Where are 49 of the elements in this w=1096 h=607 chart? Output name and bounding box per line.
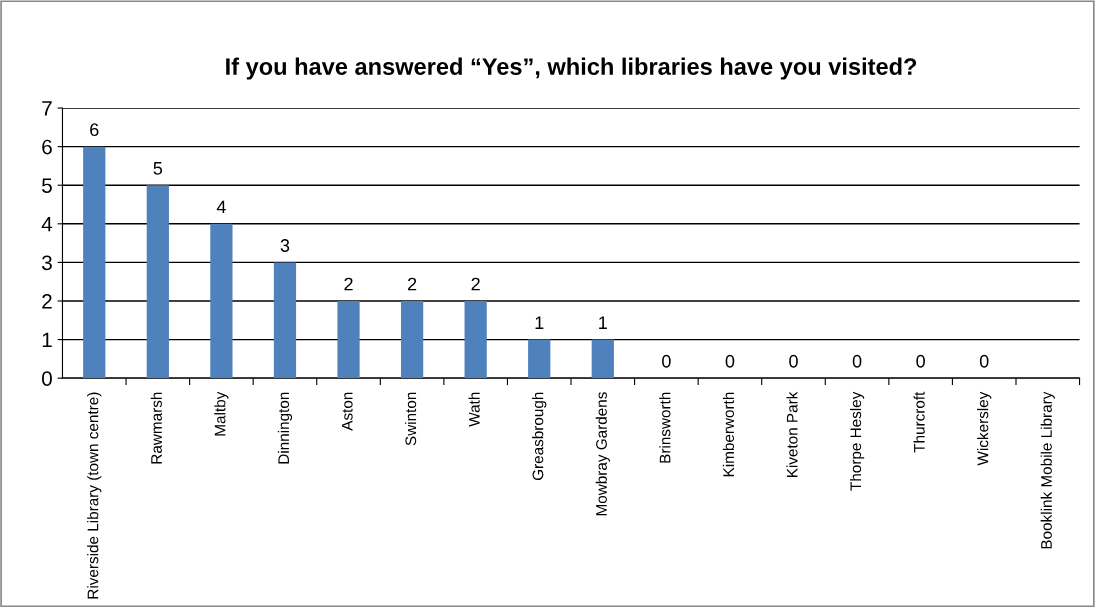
x-tick-label: Swinton bbox=[404, 392, 417, 446]
x-tick-label: Thurcroft bbox=[913, 391, 925, 453]
x-tick-label: Brinsworth bbox=[659, 392, 671, 463]
data-label: 0 bbox=[979, 354, 989, 368]
bar bbox=[528, 339, 551, 379]
bar bbox=[464, 300, 487, 379]
x-tick-label: Greasbrough bbox=[532, 392, 547, 481]
bar bbox=[400, 300, 424, 379]
data-label: 2 bbox=[471, 277, 480, 291]
y-tick-label: 5 bbox=[42, 178, 52, 193]
x-tick-label: Thorpe Hesley bbox=[849, 391, 865, 491]
x-tick-label: Dinnington bbox=[277, 392, 293, 464]
x-tick-label: Maltby bbox=[214, 391, 229, 436]
x-tick-label: Mowbray Gardens bbox=[595, 392, 610, 516]
data-label: 1 bbox=[599, 316, 607, 329]
data-label: 4 bbox=[216, 200, 226, 214]
y-tick-label: 6 bbox=[42, 139, 52, 155]
x-tick-label: Rawmarsh bbox=[150, 392, 162, 464]
bar bbox=[337, 300, 360, 379]
x-tick-label: Aston bbox=[341, 392, 353, 431]
bar bbox=[210, 223, 233, 379]
x-tick-label: Wickersley bbox=[977, 391, 992, 466]
y-tick-label: 4 bbox=[41, 217, 53, 232]
y-tick-label: 1 bbox=[42, 332, 52, 348]
x-tick-label: Wath bbox=[468, 392, 480, 427]
bar bbox=[146, 185, 169, 379]
data-label: 0 bbox=[916, 354, 925, 368]
x-tick-label: Booklink Mobile Library bbox=[1040, 391, 1055, 549]
x-tick-label: Kimberworth bbox=[722, 392, 735, 477]
data-label: 1 bbox=[535, 316, 544, 329]
data-label: 0 bbox=[662, 354, 671, 368]
chart-title: If you have answered “Yes”, which libraries have you visited? bbox=[226, 57, 917, 80]
data-label: 2 bbox=[407, 277, 417, 291]
data-label: 0 bbox=[789, 354, 798, 368]
x-tick-label: Kiveton Park bbox=[786, 391, 798, 478]
data-label: 3 bbox=[280, 239, 290, 252]
y-tick-label: 7 bbox=[42, 101, 52, 116]
bar bbox=[83, 146, 106, 379]
y-tick-label: 2 bbox=[42, 293, 52, 309]
bar bbox=[273, 262, 297, 379]
data-label: 5 bbox=[153, 162, 163, 175]
data-label: 2 bbox=[344, 277, 353, 291]
bar bbox=[591, 339, 614, 379]
data-label: 0 bbox=[852, 354, 862, 368]
data-label: 0 bbox=[725, 354, 735, 368]
data-label: 6 bbox=[90, 123, 99, 137]
y-tick-label: 3 bbox=[41, 255, 52, 271]
x-tick-label: Riverside Library (town centre) bbox=[87, 392, 102, 599]
y-tick-label: 0 bbox=[41, 371, 52, 386]
